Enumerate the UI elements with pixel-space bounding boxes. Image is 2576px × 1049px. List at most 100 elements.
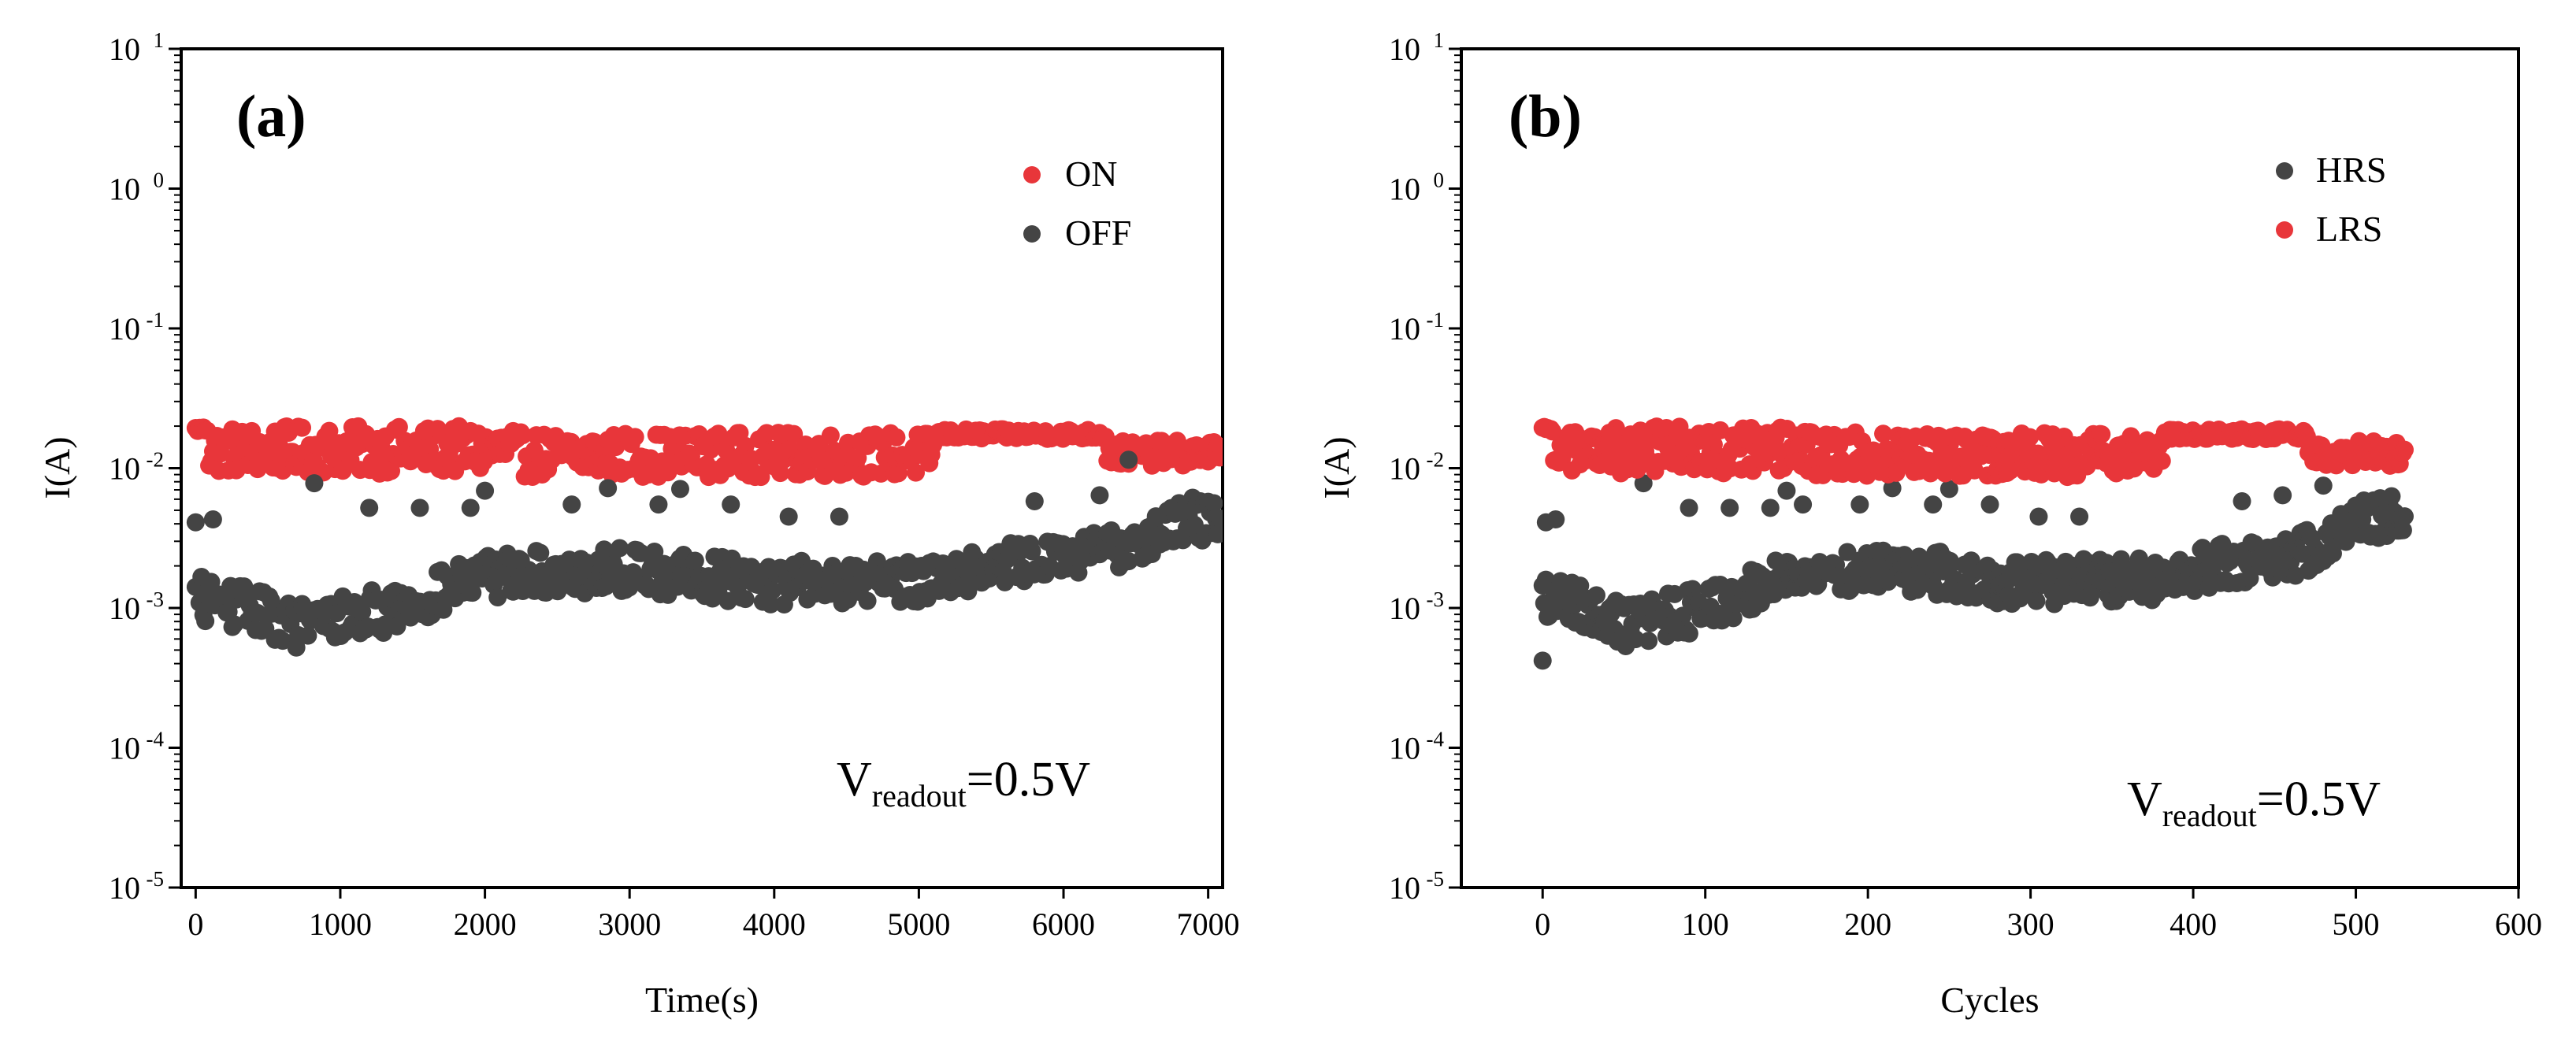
point-lrs-217 — [1887, 463, 1906, 482]
point-off-531 — [203, 510, 222, 529]
point-off-534 — [410, 499, 429, 517]
x-tick-label-2: 2000 — [454, 906, 517, 942]
y-tick-exponent-3: -2 — [147, 448, 165, 472]
annotation-b-main: V — [2127, 773, 2162, 826]
point-off-533 — [360, 499, 379, 517]
point-off-58 — [299, 626, 317, 645]
point-off-284 — [736, 590, 755, 609]
point-off-528 — [1208, 524, 1223, 543]
point-off-536 — [476, 481, 495, 500]
legend-label-lrs: LRS — [2316, 209, 2382, 249]
y-tick-label-0: 10 — [1389, 870, 1420, 906]
x-tick-label-5: 5000 — [887, 906, 950, 942]
y-tick-exponent-5: 0 — [1434, 169, 1445, 192]
y-tick-exponent-1: -4 — [147, 728, 165, 751]
y-tick-exponent-2: -3 — [1427, 588, 1445, 611]
point-off-546 — [1119, 450, 1138, 469]
y-tick-label-2: 10 — [109, 591, 140, 626]
y-tick-label-2: 10 — [1389, 591, 1420, 626]
point-off-537 — [562, 495, 581, 514]
point-hrs-529 — [2395, 507, 2414, 526]
point-hrs-541 — [1924, 495, 1943, 514]
point-hrs-545 — [2070, 507, 2089, 526]
point-on-169 — [514, 426, 533, 445]
point-off-539 — [649, 495, 668, 514]
point-off-529 — [1210, 509, 1223, 528]
legend-label-on: ON — [1065, 154, 1117, 194]
point-hrs-535 — [1720, 499, 1739, 517]
point-on-302 — [770, 464, 789, 483]
point-hrs-528 — [2393, 521, 2412, 539]
x-tick-label-7: 7000 — [1177, 906, 1240, 942]
point-off-544 — [1025, 491, 1044, 510]
point-hrs-187 — [1838, 543, 1857, 562]
x-tick-label-4: 400 — [2170, 906, 2217, 942]
point-hrs-355 — [2112, 550, 2131, 569]
point-off-258 — [685, 551, 704, 570]
y-tick-exponent-4: -1 — [1427, 308, 1445, 332]
point-hrs-546 — [2233, 491, 2251, 510]
x-tick-label-6: 6000 — [1032, 906, 1095, 942]
legend-marker-hrs — [2276, 162, 2293, 180]
point-off-540 — [670, 480, 689, 499]
point-hrs-33 — [1587, 586, 1605, 605]
point-off-538 — [599, 479, 618, 498]
point-hrs-536 — [1761, 499, 1780, 517]
point-hrs-530 — [1533, 651, 1552, 670]
point-off-156 — [488, 588, 507, 607]
point-hrs-303 — [2027, 591, 2046, 610]
annotation-b: Vreadout=0.5V — [2127, 773, 2381, 833]
legend-b: HRS LRS — [2276, 150, 2386, 249]
x-tick-label-5: 500 — [2333, 906, 2380, 942]
point-off-545 — [1090, 486, 1109, 505]
y-tick-label-5: 10 — [109, 172, 140, 207]
point-off-5 — [196, 612, 215, 631]
y-axis-label-b: I(A) — [1316, 436, 1357, 499]
point-on-292 — [752, 468, 770, 487]
point-on-362 — [887, 428, 906, 447]
x-axis-label-b: Cycles — [1940, 980, 2039, 1020]
annotation-a-sub: readout — [872, 778, 967, 814]
point-off-275 — [718, 591, 737, 610]
point-hrs-521 — [2382, 487, 2401, 506]
annotation-a: Vreadout=0.5V — [837, 753, 1090, 814]
point-on-101 — [382, 461, 401, 480]
point-off-532 — [305, 474, 324, 493]
point-off-20 — [225, 615, 244, 634]
x-tick-label-2: 200 — [1844, 906, 1891, 942]
point-hrs-542 — [1939, 480, 1958, 499]
point-off-535 — [461, 499, 480, 517]
point-on-372 — [907, 463, 926, 482]
x-tick-label-1: 100 — [1682, 906, 1729, 942]
y-tick-label-1: 10 — [1389, 731, 1420, 766]
point-hrs-251 — [1942, 554, 1961, 573]
legend-a: ON OFF — [1023, 154, 1131, 253]
point-on-328 — [821, 426, 840, 445]
y-tick-label-3: 10 — [1389, 451, 1420, 487]
point-hrs-117 — [1724, 609, 1743, 628]
x-tick-label-4: 4000 — [743, 906, 806, 942]
point-lrs-209 — [1874, 424, 1893, 443]
point-off-541 — [722, 495, 741, 514]
x-tick-label-3: 3000 — [598, 906, 661, 942]
point-off-298 — [763, 581, 782, 600]
y-axis-label-a: I(A) — [37, 436, 77, 499]
point-hrs-547 — [2273, 486, 2292, 505]
y-tick-label-6: 10 — [109, 32, 140, 67]
point-lrs-529 — [2395, 440, 2414, 459]
point-hrs-534 — [1680, 499, 1698, 517]
point-off-482 — [1119, 552, 1138, 571]
x-axis-label-a: Time(s) — [645, 980, 759, 1020]
y-tick-exponent-2: -3 — [147, 588, 165, 611]
annotation-b-sub: readout — [2162, 798, 2257, 833]
y-tick-exponent-0: -5 — [147, 867, 165, 891]
point-hrs-543 — [1980, 495, 1999, 514]
point-hrs-533 — [1634, 474, 1653, 493]
y-tick-label-3: 10 — [109, 451, 140, 487]
y-tick-exponent-6: 1 — [154, 28, 165, 52]
y-tick-label-1: 10 — [109, 731, 140, 766]
point-hrs-539 — [1850, 495, 1869, 514]
legend-label-off: OFF — [1065, 213, 1131, 253]
point-lrs-380 — [2152, 451, 2171, 470]
